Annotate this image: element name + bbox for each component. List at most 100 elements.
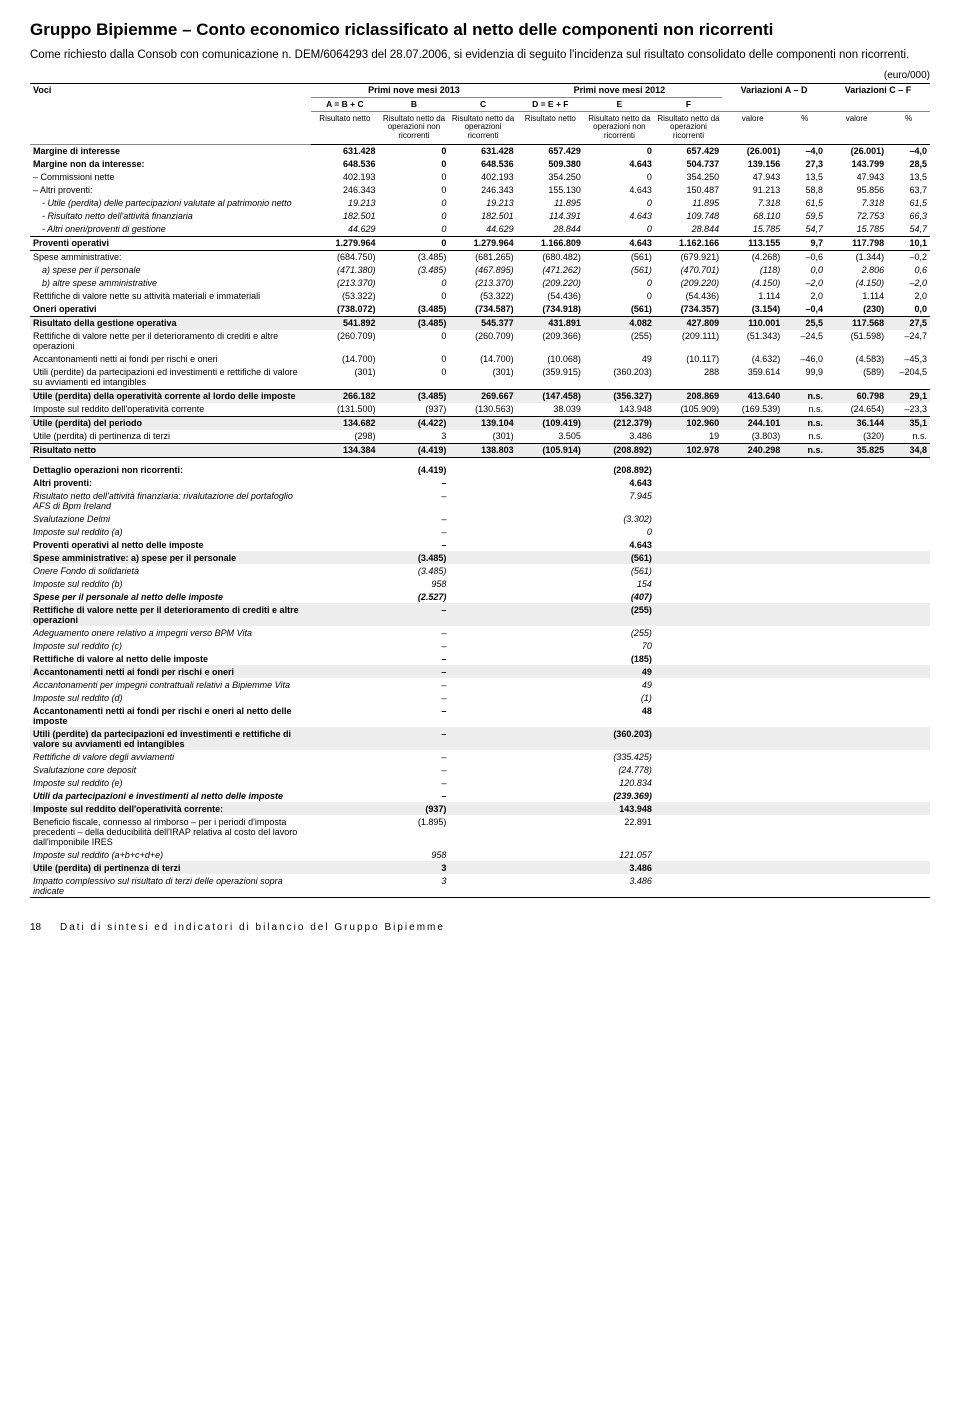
table-row: a) spese per il personale(471.380)(3.485…	[30, 264, 930, 277]
cell	[722, 874, 783, 898]
cell	[655, 525, 722, 538]
table-row: Proventi operativi1.279.96401.279.9641.1…	[30, 236, 930, 250]
cell: 4.643	[584, 476, 655, 489]
cell	[783, 848, 826, 861]
cell: n.s.	[783, 430, 826, 444]
cell: 0	[379, 184, 450, 197]
cell: (320)	[826, 430, 887, 444]
cell: 208.869	[655, 389, 722, 403]
cell	[311, 639, 378, 652]
cell: 27,5	[887, 316, 930, 330]
cell: 4.643	[584, 184, 655, 197]
cell: 61,5	[887, 197, 930, 210]
cell: 35,1	[887, 416, 930, 430]
cell	[517, 861, 584, 874]
cell: 413.640	[722, 389, 783, 403]
cell	[449, 577, 516, 590]
cell: 3	[379, 861, 450, 874]
cell	[826, 538, 887, 551]
cell	[887, 538, 930, 551]
cell: (105.914)	[517, 443, 584, 457]
cell	[783, 861, 826, 874]
cell: 0	[584, 290, 655, 303]
cell	[311, 476, 378, 489]
cell	[449, 874, 516, 898]
detail-row: Adeguamento onere relativo a impegni ver…	[30, 626, 930, 639]
cell: –	[379, 776, 450, 789]
cell: 0	[379, 366, 450, 390]
cell: 61,5	[783, 197, 826, 210]
cell	[783, 704, 826, 727]
table-row: Accantonamenti netti ai fondi per rischi…	[30, 353, 930, 366]
detail-row: Imposte sul reddito (e)–120.834	[30, 776, 930, 789]
cell	[887, 691, 930, 704]
cell	[311, 603, 378, 626]
cell: 3	[379, 430, 450, 444]
cell: (356.327)	[584, 389, 655, 403]
row-label: - Utile (perdita) delle partecipazioni v…	[30, 197, 311, 210]
cell: 22.891	[584, 815, 655, 848]
cell: (208.892)	[584, 443, 655, 457]
cell: 35.825	[826, 443, 887, 457]
cell: (51.598)	[826, 330, 887, 353]
row-label: Accantonamenti netti ai fondi per rischi…	[30, 353, 311, 366]
cell: 49	[584, 665, 655, 678]
cell: 47.943	[722, 171, 783, 184]
cell	[826, 463, 887, 476]
cell: (561)	[584, 303, 655, 317]
cell	[517, 776, 584, 789]
cell: 13,5	[887, 171, 930, 184]
row-label: Imposte sul reddito (b)	[30, 577, 311, 590]
cell: –4,0	[887, 144, 930, 158]
cell	[783, 639, 826, 652]
cell	[517, 652, 584, 665]
cell	[826, 512, 887, 525]
cell: (1.344)	[826, 250, 887, 264]
cell	[449, 538, 516, 551]
cell	[722, 665, 783, 678]
cell	[887, 590, 930, 603]
row-label: Utile (perdita) del periodo	[30, 416, 311, 430]
row-label: Imposte sul reddito (c)	[30, 639, 311, 652]
row-label: Rettifiche di valore al netto delle impo…	[30, 652, 311, 665]
subcol: Risultato netto	[517, 111, 584, 144]
cell	[887, 727, 930, 750]
detail-row: Rettifiche di valore nette per il deteri…	[30, 603, 930, 626]
cell: (679.921)	[655, 250, 722, 264]
table-row: Rettifiche di valore nette per il deteri…	[30, 330, 930, 353]
cell	[655, 789, 722, 802]
cell	[311, 789, 378, 802]
cell: (209.220)	[655, 277, 722, 290]
cell	[311, 861, 378, 874]
cell: 19.213	[311, 197, 378, 210]
cell	[826, 665, 887, 678]
cell	[783, 564, 826, 577]
cell	[655, 691, 722, 704]
row-label: Utili da partecipazioni e investimenti a…	[30, 789, 311, 802]
cell: –	[379, 626, 450, 639]
cell: 11.895	[517, 197, 584, 210]
cell: 3.486	[584, 874, 655, 898]
cell: –4,0	[783, 144, 826, 158]
cell: 28.844	[517, 223, 584, 237]
detail-row: Utile (perdita) di pertinenza di terzi33…	[30, 861, 930, 874]
cell	[311, 848, 378, 861]
cell	[887, 463, 930, 476]
table-row: Risultato netto134.384(4.419)138.803(105…	[30, 443, 930, 457]
cell: (4.268)	[722, 250, 783, 264]
detail-row: Utili da partecipazioni e investimenti a…	[30, 789, 930, 802]
cell	[311, 538, 378, 551]
table-row: Margine di interesse631.4280631.428657.4…	[30, 144, 930, 158]
cell: (260.709)	[311, 330, 378, 353]
cell	[655, 652, 722, 665]
cell	[722, 489, 783, 512]
cell: 2.806	[826, 264, 887, 277]
cell: 0	[379, 277, 450, 290]
subcol: Risultato netto da operazioni non ricorr…	[379, 111, 450, 144]
cell: 59,5	[783, 210, 826, 223]
cell: 11.895	[655, 197, 722, 210]
detail-row: Beneficio fiscale, connesso al rimborso …	[30, 815, 930, 848]
cell: (471.262)	[517, 264, 584, 277]
cell	[887, 815, 930, 848]
cell	[783, 463, 826, 476]
